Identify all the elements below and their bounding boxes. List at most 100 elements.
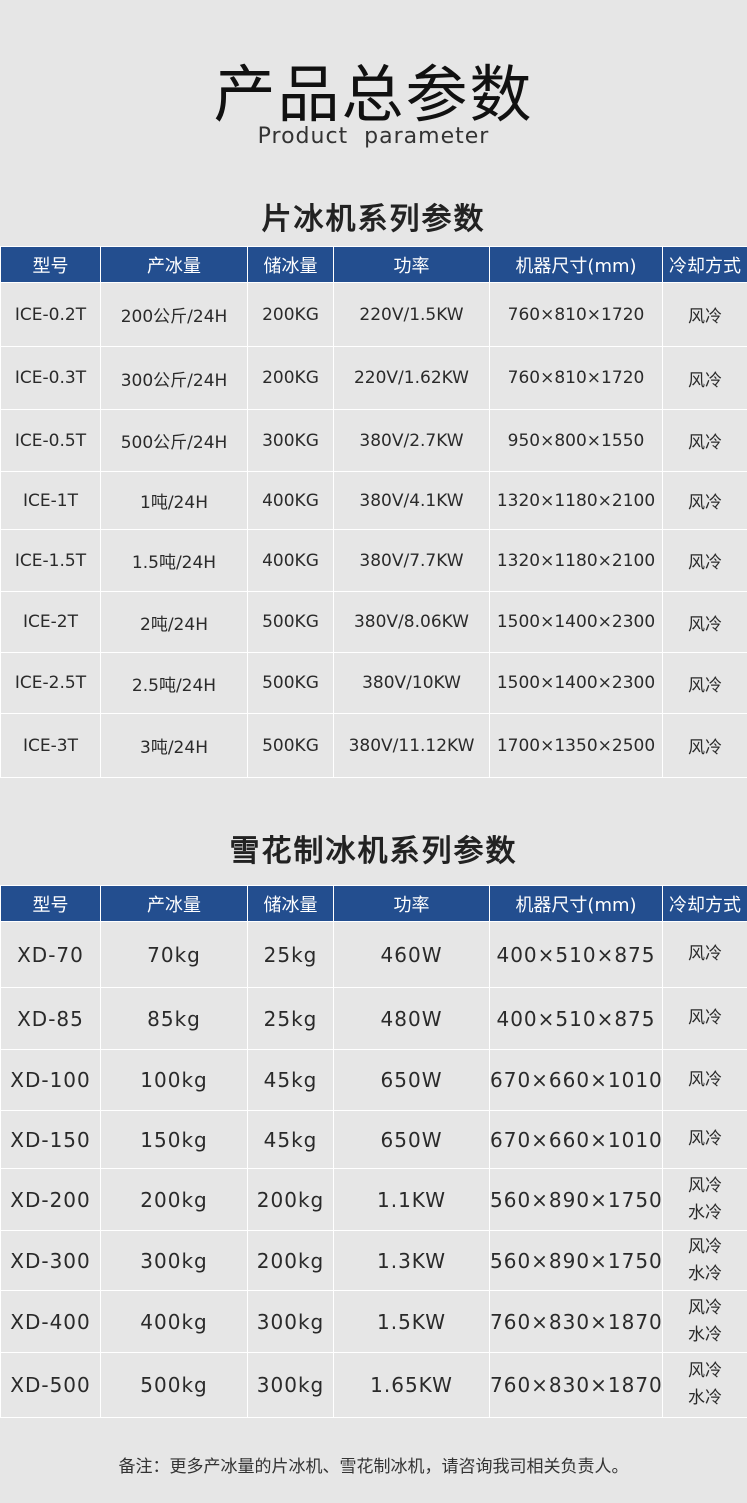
table-cell: 200KG — [247, 282, 334, 347]
table-cell: ICE-1.5T — [0, 529, 101, 592]
snow-ice-table: 型号 产冰量 储冰量 功率 机器尺寸(mm) 冷却方式 XD-70 70kg 25kg 460W 4… — [0, 885, 747, 1418]
table-cell: 2.5吨/24H — [100, 652, 248, 714]
table-cell: 400kg — [100, 1290, 248, 1353]
table-row: XD-150 150kg 45kg 650W 670×660×1010 风冷 — [0, 1110, 747, 1169]
table-row: XD-400 400kg 300kg 1.5KW 760×830×1870 风冷 水冷 — [0, 1290, 747, 1353]
table-cell: 500KG — [247, 652, 334, 714]
table-row: XD-500 500kg 300kg 1.65KW 760×830×1870 风冷 水冷 — [0, 1352, 747, 1418]
table-row: ICE-3T 3吨/24H 500KG 380V/11.12KW 1700×1350×2… — [0, 713, 747, 778]
table-cell: 200KG — [247, 346, 334, 410]
table-cell: 3吨/24H — [100, 713, 248, 778]
table-cell: 风冷 — [662, 591, 747, 653]
table-cell: XD-400 — [0, 1290, 101, 1353]
table-cell: 500公斤/24H — [100, 409, 248, 472]
table-row: ICE-0.2T 200公斤/24H 200KG 220V/1.5KW 760×810×… — [0, 282, 747, 347]
column-header: 产冰量 — [100, 246, 248, 283]
table-cell: XD-70 — [0, 921, 101, 988]
table-cell: 风冷 水冷 — [662, 1168, 747, 1231]
snow-heading: 雪花制冰机系列参数 — [229, 834, 518, 869]
table-cell: 220V/1.62KW — [333, 346, 490, 410]
table-cell: XD-150 — [0, 1110, 101, 1169]
column-header: 储冰量 — [247, 246, 334, 283]
table-cell: 风冷 — [662, 652, 747, 714]
table-cell: 1.5KW — [333, 1290, 490, 1353]
table-cell: 380V/8.06KW — [333, 591, 490, 653]
table-cell: 1500×1400×2300 — [489, 652, 663, 714]
table-cell: 1700×1350×2500 — [489, 713, 663, 778]
table-cell: 560×890×1750 — [489, 1168, 663, 1231]
table-cell: ICE-2T — [0, 591, 101, 653]
table-cell: 1.65KW — [333, 1352, 490, 1418]
table-cell: 760×830×1870 — [489, 1290, 663, 1353]
table-cell: ICE-3T — [0, 713, 101, 778]
table-cell: 560×890×1750 — [489, 1230, 663, 1291]
table-cell: 300kg — [247, 1290, 334, 1353]
table-cell: 2吨/24H — [100, 591, 248, 653]
table-cell: 400×510×875 — [489, 921, 663, 988]
column-header: 功率 — [333, 885, 490, 922]
table-cell: 300kg — [100, 1230, 248, 1291]
flake-heading: 片冰机系列参数 — [261, 202, 486, 237]
table-cell: 300kg — [247, 1352, 334, 1418]
table-cell: 760×810×1720 — [489, 282, 663, 347]
table-cell: 950×800×1550 — [489, 409, 663, 472]
header-row: 型号 产冰量 储冰量 功率 机器尺寸(mm) 冷却方式 — [0, 246, 747, 283]
table-cell: 760×830×1870 — [489, 1352, 663, 1418]
table-cell: 670×660×1010 — [489, 1049, 663, 1111]
table-cell: 风冷 — [662, 1049, 747, 1111]
page-subtitle: Product parameter — [257, 124, 490, 149]
table-cell: XD-85 — [0, 987, 101, 1050]
column-header: 冷却方式 — [662, 246, 747, 283]
table-cell: 风冷 — [662, 409, 747, 472]
table-cell: 500KG — [247, 713, 334, 778]
table-cell: 500kg — [100, 1352, 248, 1418]
table-cell: 70kg — [100, 921, 248, 988]
table-row: ICE-1.5T 1.5吨/24H 400KG 380V/7.7KW 1320×1180… — [0, 529, 747, 592]
page-title: 产品总参数 — [213, 58, 534, 131]
table-cell: 500KG — [247, 591, 334, 653]
table-cell: XD-200 — [0, 1168, 101, 1231]
table-cell: 400KG — [247, 529, 334, 592]
table-cell: 650W — [333, 1110, 490, 1169]
table-cell: 风冷 水冷 — [662, 1352, 747, 1418]
column-header: 型号 — [0, 246, 101, 283]
table-cell: 25kg — [247, 921, 334, 988]
table-cell: 650W — [333, 1049, 490, 1111]
table-cell: 200公斤/24H — [100, 282, 248, 347]
table-row: XD-300 300kg 200kg 1.3KW 560×890×1750 风冷 水冷 — [0, 1230, 747, 1291]
table-cell: 风冷 — [662, 346, 747, 410]
flake-ice-table: 型号 产冰量 储冰量 功率 机器尺寸(mm) 冷却方式 ICE-0.2T 200公斤/24H 2… — [0, 246, 747, 778]
column-header: 型号 — [0, 885, 101, 922]
table-cell: 100kg — [100, 1049, 248, 1111]
table-cell: 风冷 — [662, 921, 747, 988]
table-cell: XD-100 — [0, 1049, 101, 1111]
table-cell: 45kg — [247, 1110, 334, 1169]
footnote: 备注：更多产冰量的片冰机、雪花制冰机，请咨询我司相关负责人。 — [118, 1457, 629, 1477]
table-cell: 670×660×1010 — [489, 1110, 663, 1169]
table-cell: 风冷 — [662, 987, 747, 1050]
table-cell: 380V/11.12KW — [333, 713, 490, 778]
table-cell: 200kg — [100, 1168, 248, 1231]
table-cell: 风冷 — [662, 529, 747, 592]
column-header: 产冰量 — [100, 885, 248, 922]
table-row: ICE-1T 1吨/24H 400KG 380V/4.1KW 1320×1180×210… — [0, 471, 747, 530]
table-cell: 480W — [333, 987, 490, 1050]
table-cell: 200kg — [247, 1230, 334, 1291]
table-cell: ICE-2.5T — [0, 652, 101, 714]
table-cell: 风冷 — [662, 282, 747, 347]
table-cell: 45kg — [247, 1049, 334, 1111]
table-cell: 25kg — [247, 987, 334, 1050]
table-cell: 1320×1180×2100 — [489, 471, 663, 530]
table-cell: 380V/4.1KW — [333, 471, 490, 530]
table-cell: 380V/10KW — [333, 652, 490, 714]
column-header: 冷却方式 — [662, 885, 747, 922]
column-header: 机器尺寸(mm) — [489, 246, 663, 283]
table-cell: ICE-0.5T — [0, 409, 101, 472]
table-cell: 1.3KW — [333, 1230, 490, 1291]
table-cell: 760×810×1720 — [489, 346, 663, 410]
table-cell: ICE-0.3T — [0, 346, 101, 410]
table-cell: 400×510×875 — [489, 987, 663, 1050]
table-cell: 220V/1.5KW — [333, 282, 490, 347]
table-row: ICE-0.5T 500公斤/24H 300KG 380V/2.7KW 950×800×… — [0, 409, 747, 472]
column-header: 功率 — [333, 246, 490, 283]
